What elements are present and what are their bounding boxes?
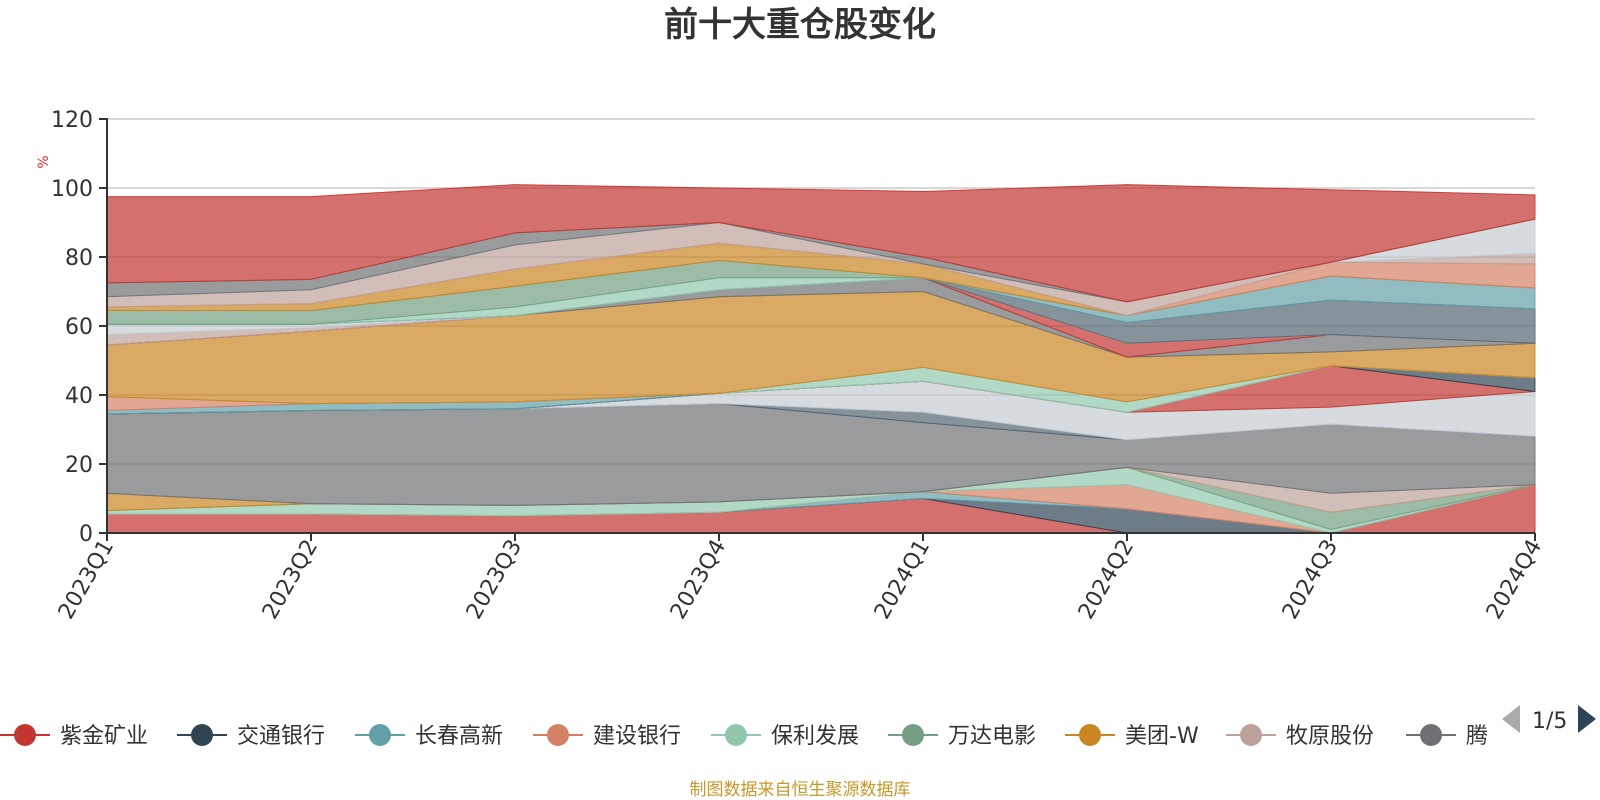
area-series	[106, 184, 1536, 534]
legend-next-icon[interactable]	[1578, 705, 1596, 733]
x-tick-label: 2024Q4	[1482, 536, 1547, 624]
legend-item[interactable]: 保利发展	[711, 724, 859, 749]
legend-label: 万达电影	[948, 724, 1036, 749]
legend-label: 美团-W	[1125, 724, 1199, 749]
legend-item[interactable]: 美团-W	[1065, 724, 1199, 749]
chart-title: 前十大重仓股变化	[664, 5, 936, 45]
legend-item[interactable]: 交通银行	[177, 724, 325, 749]
x-tick-label: 2024Q2	[1074, 536, 1139, 624]
legend-item[interactable]: 万达电影	[888, 724, 1036, 749]
y-tick-label: 40	[65, 384, 93, 409]
legend-label: 长春高新	[415, 724, 503, 749]
legend-label: 紫金矿业	[60, 724, 148, 749]
legend-marker-icon	[725, 724, 747, 746]
legend-marker-icon	[191, 724, 213, 746]
x-tick-label: 2023Q3	[462, 536, 527, 624]
legend-marker-icon	[1420, 724, 1442, 746]
legend-item[interactable]: 紫金矿业	[0, 724, 148, 749]
legend-label: 建设银行	[593, 724, 681, 749]
legend-marker-icon	[1240, 724, 1262, 746]
legend-item[interactable]: 建设银行	[533, 724, 681, 749]
legend-item[interactable]: 长春高新	[355, 724, 503, 749]
axes	[99, 118, 1536, 541]
legend-item[interactable]: 腾	[1406, 724, 1488, 749]
source-note: 制图数据来自恒生聚源数据库	[690, 780, 911, 800]
y-tick-labels: 0 20 40 60 80 100 120	[51, 108, 93, 547]
legend-marker-icon	[14, 724, 36, 746]
legend: 紫金矿业 交通银行 长春高新 建设银行 保利发展 万达电影 美团-W 牧原股份 腾	[0, 724, 1488, 749]
legend-page-indicator: 1/5	[1532, 709, 1567, 734]
y-tick-label: 100	[51, 177, 93, 202]
legend-prev-icon[interactable]	[1502, 705, 1520, 733]
legend-label: 保利发展	[771, 724, 859, 749]
x-tick-label: 2023Q4	[666, 536, 731, 624]
y-tick-label: 0	[79, 522, 93, 547]
area-series-31	[106, 184, 1536, 303]
x-tick-label: 2024Q3	[1278, 536, 1343, 624]
legend-label: 牧原股份	[1286, 724, 1374, 749]
legend-marker-icon	[547, 724, 569, 746]
y-tick-label: 20	[65, 453, 93, 478]
legend-label: 腾	[1466, 724, 1488, 749]
legend-label: 交通银行	[237, 724, 325, 749]
y-tick-label: 80	[65, 246, 93, 271]
x-tick-label: 2023Q1	[54, 536, 119, 624]
x-tick-label: 2023Q2	[258, 536, 323, 624]
legend-marker-icon	[902, 724, 924, 746]
legend-pager: 1/5	[1502, 705, 1596, 734]
legend-marker-icon	[369, 724, 391, 746]
x-tick-labels: 2023Q1 2023Q2 2023Q3 2023Q4 2024Q1 2024Q2 2024…	[54, 536, 1547, 624]
y-tick-label: 60	[65, 315, 93, 340]
y-tick-label: 120	[51, 108, 93, 133]
legend-item[interactable]: 牧原股份	[1226, 724, 1374, 749]
y-axis-unit: %	[36, 155, 52, 168]
x-tick-label: 2024Q1	[870, 536, 935, 624]
legend-marker-icon	[1079, 724, 1101, 746]
